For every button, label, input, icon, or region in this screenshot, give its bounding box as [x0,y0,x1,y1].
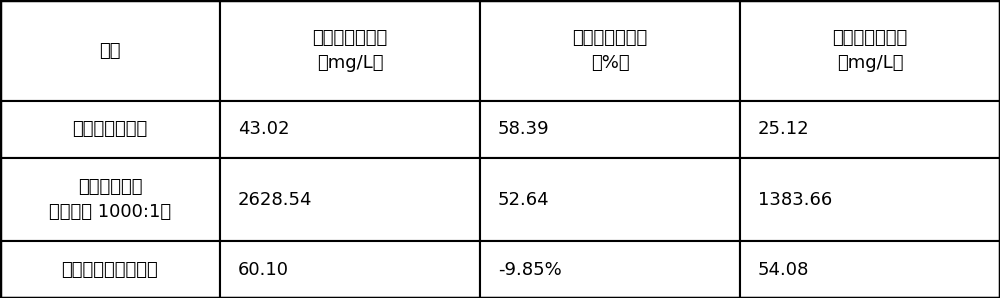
Text: 藻细胞干重得率
（mg/L）: 藻细胞干重得率 （mg/L） [312,29,388,72]
Text: 指标: 指标 [99,41,121,60]
Bar [0,158,220,241]
Text: 纯藻培养对照组: 纯藻培养对照组 [72,120,148,138]
Text: 菌藻共培养组
（菌藻比 1000:1）: 菌藻共培养组 （菌藻比 1000:1） [49,178,171,221]
Bar [480,158,740,241]
Bar [740,241,1000,298]
Bar [480,241,740,298]
Bar [480,0,740,101]
Text: -9.85%: -9.85% [498,261,562,279]
Text: 藻细胞蛋白产率
（mg/L）: 藻细胞蛋白产率 （mg/L） [832,29,908,72]
Text: 58.39: 58.39 [498,120,550,138]
Bar [480,101,740,158]
Bar [0,101,220,158]
Text: 52.64: 52.64 [498,190,550,209]
Text: 菌藻共培养提高效率: 菌藻共培养提高效率 [62,261,158,279]
Text: 2628.54: 2628.54 [238,190,312,209]
Bar [0,0,220,101]
Text: 藻细胞蛋白含量
（%）: 藻细胞蛋白含量 （%） [572,29,648,72]
Text: 1383.66: 1383.66 [758,190,832,209]
Bar [740,158,1000,241]
Text: 43.02: 43.02 [238,120,290,138]
Text: 60.10: 60.10 [238,261,289,279]
Bar [740,101,1000,158]
Bar [220,241,480,298]
Bar [220,158,480,241]
Text: 54.08: 54.08 [758,261,809,279]
Bar [740,0,1000,101]
Text: 25.12: 25.12 [758,120,810,138]
Bar [0,241,220,298]
Bar [220,101,480,158]
Bar [220,0,480,101]
